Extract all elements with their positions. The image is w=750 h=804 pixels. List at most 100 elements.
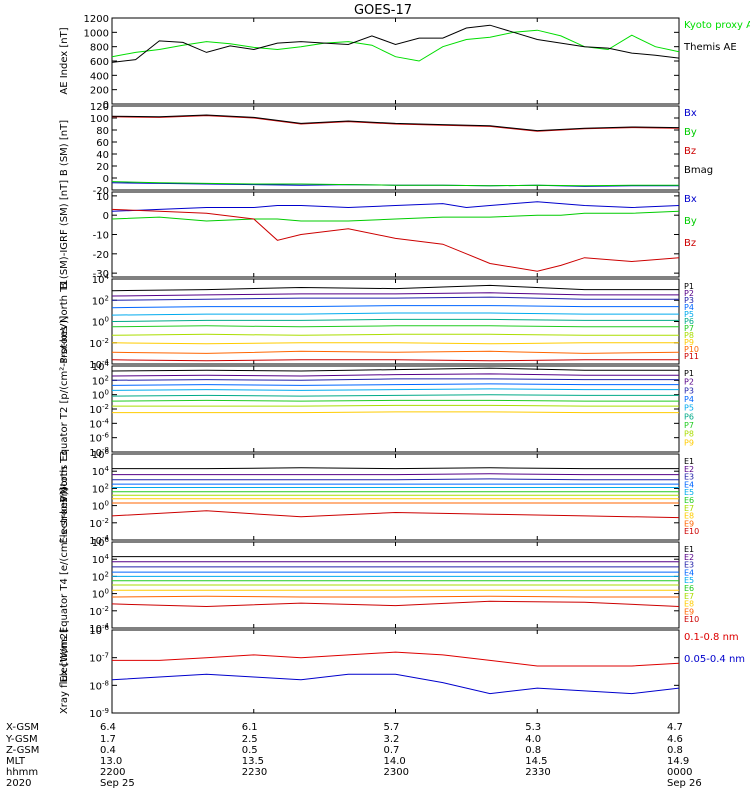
series-line: [111, 296, 679, 301]
legend-entry: P6: [684, 412, 694, 421]
y-tick-label: 0: [103, 174, 109, 185]
series-line: [111, 600, 680, 608]
legend-entry: Bz: [684, 146, 696, 157]
series-line: [112, 411, 679, 414]
legend-entry: E6: [684, 496, 694, 505]
y-tick-label: 10-4: [89, 417, 109, 430]
y-tick-label: 104: [92, 360, 110, 373]
ephemeris-value: 0.7: [384, 745, 400, 756]
series-line: [111, 399, 679, 402]
legend-entry: P9: [684, 438, 694, 447]
legend-entry: P3: [684, 296, 694, 305]
series-line: [111, 305, 679, 309]
series-line: [112, 651, 680, 667]
y-axis-label: B (SM) [nT]: [59, 120, 70, 176]
series-line: [111, 333, 679, 336]
y-axis-label: AE Index [nT]: [59, 27, 70, 94]
ephemeris-value: 4.6: [667, 734, 683, 745]
y-tick-label: -20: [93, 186, 109, 197]
y-tick-label: -20: [93, 250, 109, 261]
panel-frame: [111, 629, 680, 714]
legend-entry: E5: [684, 488, 694, 497]
series-line: [111, 29, 680, 62]
legend-entry: E7: [684, 504, 694, 513]
y-tick-label: 200: [90, 86, 109, 97]
legend-entry: P6: [684, 317, 694, 326]
legend-entry: E5: [684, 576, 694, 585]
series-line: [111, 673, 680, 695]
y-axis-label: Protons North T1: [59, 279, 70, 363]
legend-entry: Kyoto proxy AE: [684, 20, 750, 31]
ephemeris-row-label: X-GSM: [6, 722, 39, 733]
ephemeris-value: 2.5: [242, 734, 258, 745]
series-line: [111, 595, 679, 598]
y-axis-label: Electrons Equator T4 [e/(cm²-s-sr-keV)]: [59, 487, 70, 682]
y-tick-label: 0: [103, 100, 109, 111]
series-line: [111, 350, 680, 354]
y-tick-label: 102: [92, 570, 109, 583]
panel-frame: [111, 278, 680, 365]
y-tick-label: 600: [90, 57, 109, 68]
ephemeris-value: 13.0: [100, 756, 122, 767]
legend-entry: Bx: [684, 194, 697, 205]
legend-entry: P4: [684, 303, 694, 312]
y-tick-label: 10-2: [89, 517, 109, 530]
y-axis-label: Xray flux [W/m2]: [59, 629, 70, 714]
y-tick-label: 100: [92, 500, 109, 513]
y-axis-label: B (SM)-IGRF (SM) [nT]: [59, 180, 70, 289]
legend-entry: E3: [684, 473, 694, 482]
panel-8: 10-9 10-8 10-7 10-6 Xray flux [W/m2] 0.1-0.8 …: [59, 624, 745, 720]
y-tick-label: 1000: [84, 28, 109, 39]
series-line: [111, 510, 680, 519]
legend-entry: 0.05-0.4 nm: [684, 654, 745, 665]
ephemeris-value: 4.7: [667, 722, 683, 733]
ephemeris-value: 5.7: [384, 722, 400, 733]
ephemeris-value: 0.4: [100, 745, 116, 756]
legend-entry: E4: [684, 480, 694, 489]
legend-entry: E8: [684, 512, 694, 521]
y-tick-label: 10-6: [89, 624, 109, 637]
ephemeris-value: 3.2: [384, 734, 400, 745]
y-tick-label: 10-9: [89, 707, 109, 720]
legend-entry: Bmag: [684, 165, 713, 176]
y-tick-label: 1200: [84, 14, 109, 25]
series-line: [111, 115, 680, 132]
panel-frame: [111, 17, 680, 105]
panel-frame: [111, 105, 680, 191]
legend-entry: By: [684, 216, 697, 227]
y-tick-label: 102: [92, 294, 109, 307]
legend-entry: P7: [684, 421, 694, 430]
series-line: [111, 325, 679, 328]
legend-entry: Themis AE: [683, 42, 737, 53]
legend-entry: E8: [684, 600, 694, 609]
y-tick-label: 102: [92, 374, 109, 387]
legend-entry: 0.1-0.8 nm: [684, 632, 739, 643]
legend-entry: E2: [684, 553, 694, 562]
y-tick-label: 104: [92, 465, 110, 478]
y-tick-label: 0: [103, 211, 109, 222]
legend-entry: E10: [684, 527, 699, 536]
y-tick-label: 400: [90, 71, 109, 82]
legend-entry: E2: [684, 465, 694, 474]
y-tick-label: 106: [92, 448, 110, 461]
series-line: [111, 312, 679, 316]
y-tick-label: 800: [90, 43, 109, 54]
y-tick-label: 104: [92, 273, 110, 286]
y-tick-label: 100: [92, 588, 109, 601]
ephemeris-value: 2230: [242, 767, 267, 778]
legend-entry: E9: [684, 519, 694, 528]
series-line: [111, 378, 679, 381]
ephemeris-value: 1.7: [100, 734, 116, 745]
legend-entry: P2: [684, 289, 694, 298]
y-tick-label: 10-2: [89, 403, 109, 416]
legend-entry: E7: [684, 592, 694, 601]
ephemeris-value: 4.0: [525, 734, 541, 745]
ephemeris-value: 14.9: [667, 756, 689, 767]
series-line: [111, 201, 680, 212]
ephemeris-value: 0.8: [667, 745, 683, 756]
legend-entry: P2: [684, 378, 694, 387]
